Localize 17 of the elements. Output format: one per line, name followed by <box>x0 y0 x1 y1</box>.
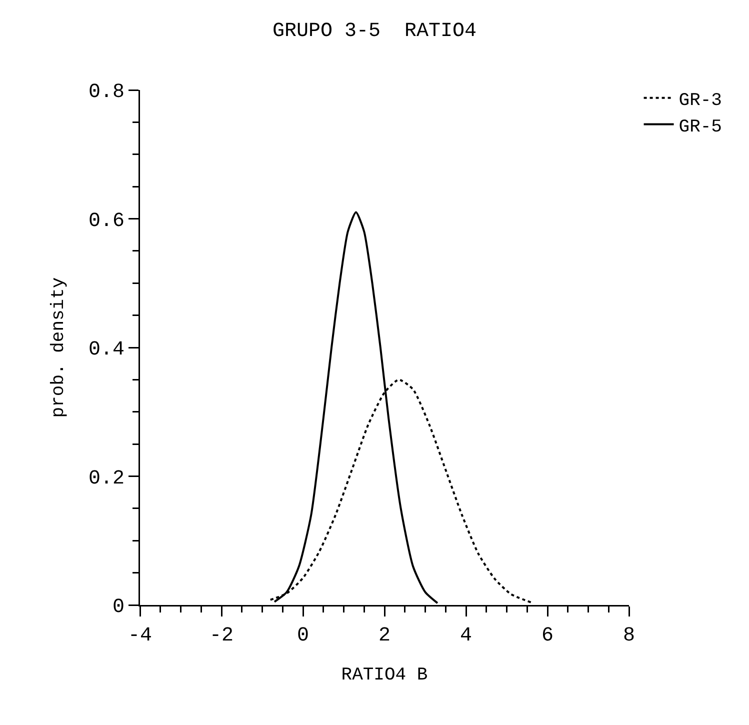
x-tick-label: 8 <box>622 624 636 648</box>
x-tick-label: 2 <box>378 624 391 648</box>
legend-label: GR-5 <box>678 117 722 138</box>
y-tick-label: 0.6 <box>88 210 124 233</box>
legend-label: GR-3 <box>678 90 722 111</box>
x-axis-title: RATIO4 B <box>341 665 428 686</box>
y-tick-label: 0.8 <box>88 81 124 104</box>
x-tick-label: 0 <box>296 624 310 648</box>
y-tick-label: 0.2 <box>88 467 124 490</box>
y-axis-title: prob. density <box>48 277 69 418</box>
y-tick-label: 0 <box>112 596 124 619</box>
y-tick-label: 0.4 <box>88 338 124 362</box>
x-tick-label: 6 <box>541 624 554 648</box>
x-tick-label: -4 <box>128 624 152 648</box>
x-tick-label: 4 <box>460 624 472 648</box>
x-tick-label: -2 <box>209 624 234 648</box>
chart-title: GRUPO 3-5 RATIO4 <box>272 20 477 43</box>
